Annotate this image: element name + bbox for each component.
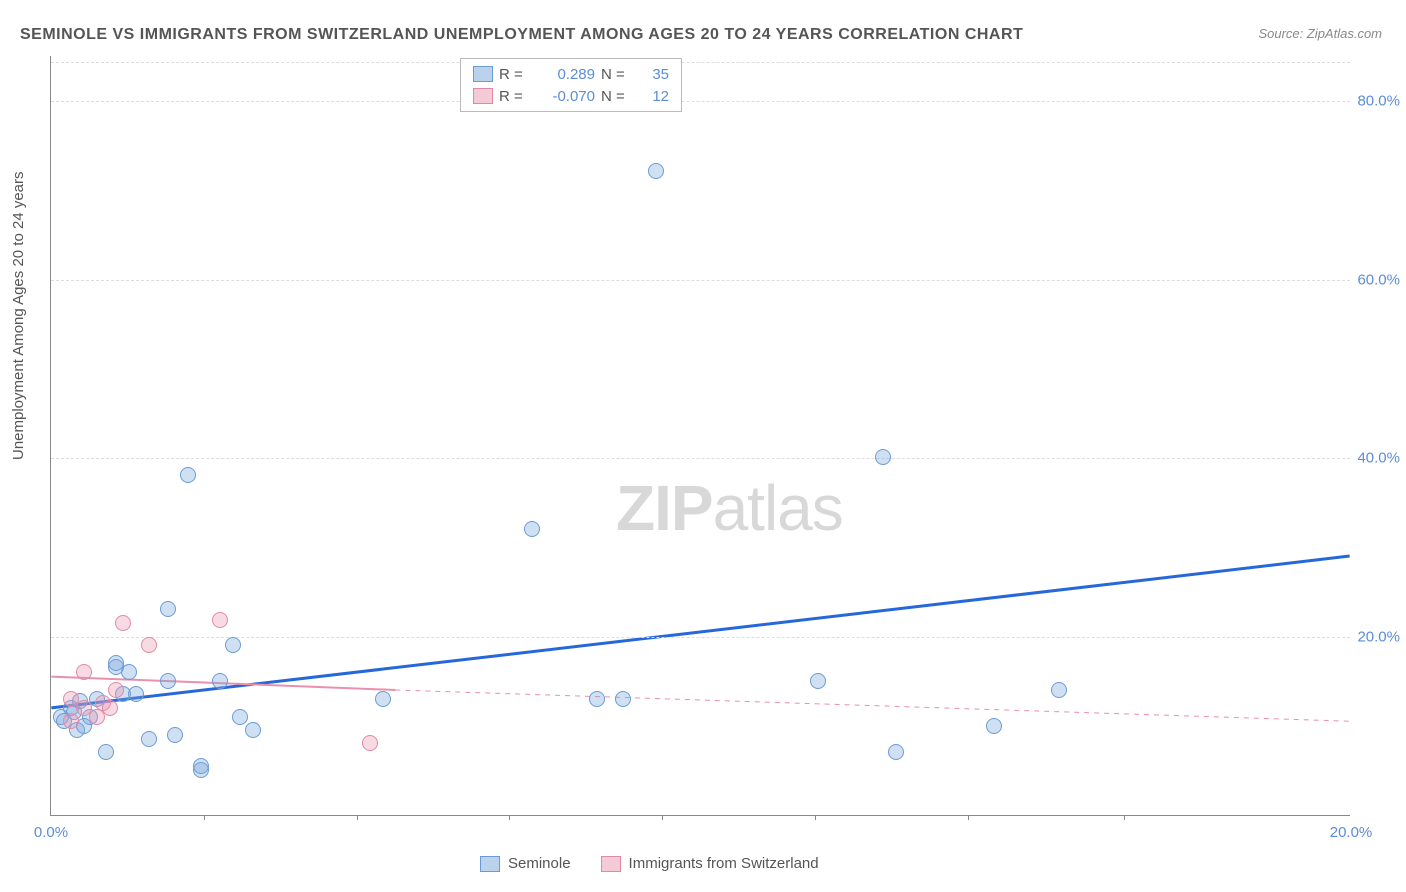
data-point bbox=[810, 673, 826, 689]
grid-line bbox=[51, 62, 1350, 63]
data-point bbox=[180, 467, 196, 483]
data-point bbox=[160, 673, 176, 689]
legend-row: R = -0.070 N = 12 bbox=[473, 85, 669, 107]
data-point bbox=[63, 713, 79, 729]
x-tick-mark bbox=[662, 815, 663, 820]
n-label: N = bbox=[601, 88, 633, 105]
data-point bbox=[375, 691, 391, 707]
source-label: Source: ZipAtlas.com bbox=[1258, 26, 1382, 41]
data-point bbox=[986, 718, 1002, 734]
data-point bbox=[121, 664, 137, 680]
data-point bbox=[888, 744, 904, 760]
watermark-logo: ZIPatlas bbox=[616, 471, 843, 545]
r-value: 0.289 bbox=[537, 66, 595, 83]
data-point bbox=[362, 735, 378, 751]
data-point bbox=[648, 163, 664, 179]
y-tick-label: 80.0% bbox=[1357, 92, 1400, 109]
data-point bbox=[89, 709, 105, 725]
n-value: 35 bbox=[639, 66, 669, 83]
x-tick-label: 0.0% bbox=[34, 824, 68, 841]
r-value: -0.070 bbox=[537, 88, 595, 105]
r-label: R = bbox=[499, 66, 531, 83]
data-point bbox=[167, 727, 183, 743]
data-point bbox=[212, 673, 228, 689]
r-label: R = bbox=[499, 88, 531, 105]
x-tick-mark bbox=[815, 815, 816, 820]
data-point bbox=[1051, 682, 1067, 698]
blue-swatch-icon bbox=[480, 856, 500, 872]
data-point bbox=[875, 449, 891, 465]
correlation-chart: SEMINOLE VS IMMIGRANTS FROM SWITZERLAND … bbox=[0, 0, 1406, 892]
y-tick-label: 60.0% bbox=[1357, 271, 1400, 288]
data-point bbox=[141, 731, 157, 747]
x-tick-label: 20.0% bbox=[1330, 824, 1373, 841]
y-tick-label: 40.0% bbox=[1357, 450, 1400, 467]
y-tick-label: 20.0% bbox=[1357, 629, 1400, 646]
legend-row: R = 0.289 N = 35 bbox=[473, 63, 669, 85]
series-legend: Seminole Immigrants from Switzerland bbox=[480, 855, 819, 872]
grid-line bbox=[51, 458, 1350, 459]
data-point bbox=[98, 744, 114, 760]
data-point bbox=[108, 682, 124, 698]
legend-item: Immigrants from Switzerland bbox=[601, 855, 819, 872]
data-point bbox=[115, 615, 131, 631]
data-point bbox=[160, 601, 176, 617]
data-point bbox=[141, 637, 157, 653]
seminole-swatch-icon bbox=[473, 66, 493, 82]
data-point bbox=[524, 521, 540, 537]
legend-label: Seminole bbox=[508, 855, 571, 872]
y-axis-label: Unemployment Among Ages 20 to 24 years bbox=[10, 171, 27, 460]
plot-area: ZIPatlas 20.0%40.0%60.0%80.0%0.0%20.0% bbox=[50, 56, 1350, 816]
grid-line bbox=[51, 280, 1350, 281]
trend-lines bbox=[51, 56, 1350, 815]
x-tick-mark bbox=[1124, 815, 1125, 820]
legend-label: Immigrants from Switzerland bbox=[629, 855, 819, 872]
data-point bbox=[615, 691, 631, 707]
data-point bbox=[212, 612, 228, 628]
data-point bbox=[232, 709, 248, 725]
x-tick-mark bbox=[509, 815, 510, 820]
n-value: 12 bbox=[639, 88, 669, 105]
grid-line bbox=[51, 637, 1350, 638]
data-point bbox=[193, 758, 209, 774]
n-label: N = bbox=[601, 66, 633, 83]
data-point bbox=[76, 664, 92, 680]
pink-swatch-icon bbox=[601, 856, 621, 872]
x-tick-mark bbox=[204, 815, 205, 820]
switzerland-swatch-icon bbox=[473, 88, 493, 104]
data-point bbox=[589, 691, 605, 707]
data-point bbox=[245, 722, 261, 738]
x-tick-mark bbox=[968, 815, 969, 820]
legend-item: Seminole bbox=[480, 855, 571, 872]
data-point bbox=[128, 686, 144, 702]
data-point bbox=[225, 637, 241, 653]
correlation-legend: R = 0.289 N = 35 R = -0.070 N = 12 bbox=[460, 58, 682, 112]
grid-line bbox=[51, 101, 1350, 102]
chart-title: SEMINOLE VS IMMIGRANTS FROM SWITZERLAND … bbox=[20, 26, 1023, 44]
x-tick-mark bbox=[357, 815, 358, 820]
